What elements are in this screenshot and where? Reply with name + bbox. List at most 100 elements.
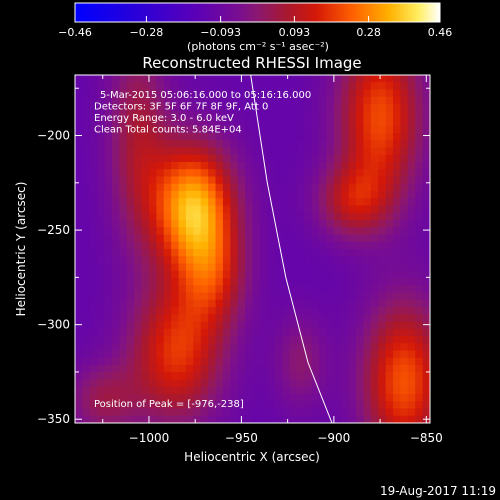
heat-pixel bbox=[400, 292, 409, 301]
heat-pixel bbox=[148, 241, 157, 250]
heat-pixel bbox=[134, 336, 143, 344]
heat-pixel bbox=[289, 147, 298, 156]
heat-pixel bbox=[178, 147, 187, 156]
heat-pixel bbox=[400, 372, 409, 381]
heat-pixel bbox=[326, 183, 335, 192]
heat-pixel bbox=[415, 212, 424, 221]
heat-pixel bbox=[97, 176, 106, 185]
heat-pixel bbox=[237, 234, 246, 243]
heat-pixel bbox=[185, 176, 194, 185]
heat-pixel bbox=[363, 75, 372, 83]
heat-pixel bbox=[393, 408, 402, 417]
heat-pixel bbox=[311, 125, 320, 134]
heat-pixel bbox=[282, 249, 291, 257]
heat-pixel bbox=[341, 191, 350, 199]
heat-pixel bbox=[304, 169, 313, 178]
heat-pixel bbox=[348, 162, 357, 170]
heat-pixel bbox=[134, 415, 143, 423]
heat-pixel bbox=[252, 147, 261, 156]
heat-pixel bbox=[378, 365, 387, 373]
heat-pixel bbox=[185, 256, 194, 265]
heat-pixel bbox=[178, 386, 187, 395]
heat-pixel bbox=[89, 343, 98, 352]
heat-pixel bbox=[333, 191, 342, 199]
heat-pixel bbox=[89, 292, 98, 301]
heat-pixel bbox=[82, 183, 91, 192]
heat-pixel bbox=[97, 401, 106, 410]
heat-pixel bbox=[356, 154, 365, 163]
heat-pixel bbox=[148, 386, 157, 395]
heat-pixel bbox=[215, 292, 224, 301]
heat-pixel bbox=[407, 183, 416, 192]
heat-pixel bbox=[82, 147, 91, 156]
heat-pixel bbox=[304, 321, 313, 330]
heat-pixel bbox=[252, 205, 261, 214]
heat-pixel bbox=[393, 227, 402, 236]
heat-pixel bbox=[178, 176, 187, 185]
heat-pixel bbox=[400, 299, 409, 308]
heat-pixel bbox=[156, 227, 165, 236]
heat-pixel bbox=[341, 133, 350, 141]
heat-pixel bbox=[215, 278, 224, 286]
heat-pixel bbox=[289, 140, 298, 149]
heat-pixel bbox=[119, 328, 128, 337]
heat-pixel bbox=[163, 408, 172, 417]
heat-pixel bbox=[82, 386, 91, 395]
heat-pixel bbox=[104, 89, 113, 98]
heat-pixel bbox=[393, 154, 402, 163]
heat-pixel bbox=[341, 104, 350, 112]
heat-pixel bbox=[215, 336, 224, 344]
heat-pixel bbox=[185, 365, 194, 373]
heat-pixel bbox=[126, 321, 135, 330]
heat-pixel bbox=[200, 220, 209, 228]
heat-pixel bbox=[393, 372, 402, 381]
heat-pixel bbox=[259, 278, 268, 286]
heat-pixel bbox=[304, 96, 313, 105]
heat-pixel bbox=[230, 118, 239, 127]
heat-pixel bbox=[134, 176, 143, 185]
heat-pixel bbox=[348, 154, 357, 163]
heat-pixel bbox=[311, 227, 320, 236]
heat-pixel bbox=[356, 198, 365, 207]
heat-pixel bbox=[341, 212, 350, 221]
heat-pixel bbox=[341, 365, 350, 373]
heat-pixel bbox=[193, 133, 202, 141]
heat-pixel bbox=[319, 415, 328, 423]
heat-pixel bbox=[163, 314, 172, 323]
heat-pixel bbox=[422, 118, 430, 127]
heat-pixel bbox=[289, 314, 298, 323]
heat-pixel bbox=[252, 191, 261, 199]
heat-pixel bbox=[385, 96, 394, 105]
heat-pixel bbox=[237, 118, 246, 127]
heat-pixel bbox=[393, 125, 402, 134]
heat-pixel bbox=[407, 415, 416, 423]
heat-pixel bbox=[252, 321, 261, 330]
heat-pixel bbox=[422, 372, 430, 381]
heat-pixel bbox=[185, 263, 194, 272]
heat-pixel bbox=[104, 205, 113, 214]
heat-pixel bbox=[200, 307, 209, 315]
heat-pixel bbox=[185, 234, 194, 243]
heat-pixel bbox=[319, 89, 328, 98]
heat-pixel bbox=[111, 176, 120, 185]
heat-pixel bbox=[400, 169, 409, 178]
heat-pixel bbox=[348, 220, 357, 228]
heat-pixel bbox=[141, 365, 150, 373]
heat-pixel bbox=[319, 263, 328, 272]
heat-pixel bbox=[267, 328, 276, 337]
heat-pixel bbox=[252, 227, 261, 236]
heat-pixel bbox=[89, 89, 98, 98]
heat-pixel bbox=[296, 314, 305, 323]
heat-pixel bbox=[274, 365, 283, 373]
heat-pixel bbox=[311, 357, 320, 366]
heat-pixel bbox=[156, 379, 165, 388]
heat-pixel bbox=[370, 133, 379, 141]
heat-pixel bbox=[208, 372, 217, 381]
heat-pixel bbox=[245, 89, 254, 98]
heat-pixel bbox=[126, 241, 135, 250]
heat-pixel bbox=[215, 220, 224, 228]
heat-pixel bbox=[378, 299, 387, 308]
heat-pixel bbox=[82, 96, 91, 105]
heat-pixel bbox=[415, 75, 424, 83]
heat-pixel bbox=[333, 154, 342, 163]
